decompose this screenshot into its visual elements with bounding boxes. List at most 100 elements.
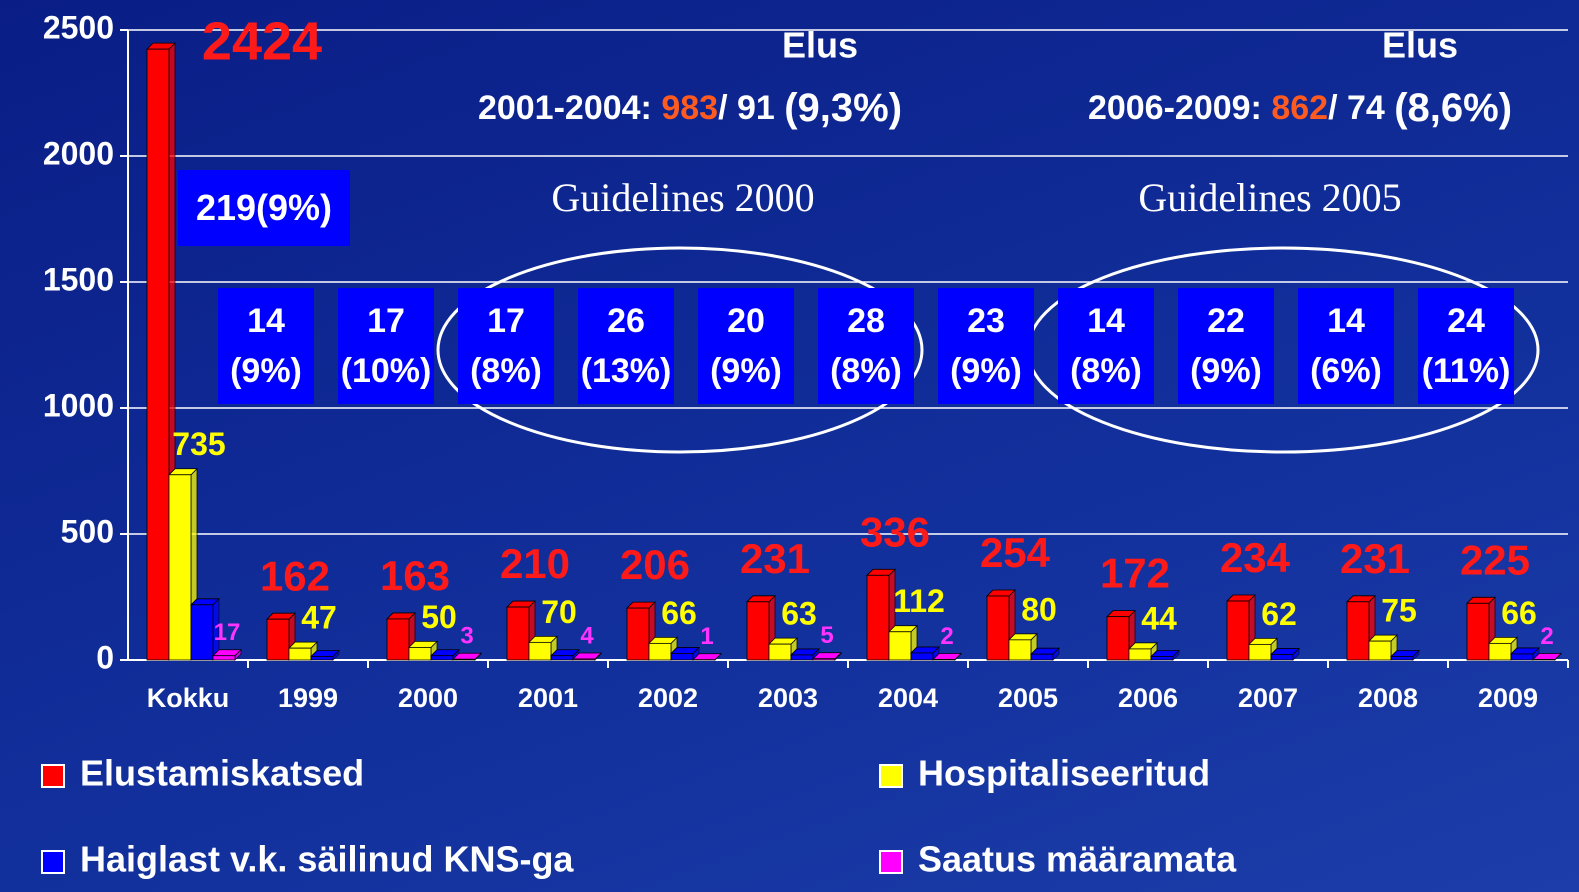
x-tick-label: 2007 (1238, 683, 1298, 713)
annotation-attempts: 862 (1271, 89, 1328, 127)
value-label: 225 (1460, 536, 1530, 583)
annotation-line: 2001-2004: 983/ 91 (9,3%) (478, 86, 902, 130)
bar (452, 658, 476, 661)
legend-label: Haiglast v.k. säilinud KNS-ga (80, 839, 574, 880)
y-tick-label: 2000 (43, 135, 114, 171)
legend-label: Hospitaliseeritud (918, 753, 1210, 794)
value-label: 231 (1340, 535, 1410, 582)
x-tick-label: 2003 (758, 683, 818, 713)
y-tick-label: 0 (96, 639, 114, 675)
x-tick-label: 2004 (878, 683, 938, 713)
bar (1030, 653, 1054, 661)
bar (1390, 656, 1414, 661)
bar (190, 604, 214, 661)
bar (506, 606, 530, 661)
value-label: 62 (1261, 596, 1297, 632)
value-label: 2 (940, 623, 953, 650)
bar (626, 607, 650, 661)
value-label-box: 24 (11%) (1418, 288, 1514, 404)
bar (168, 474, 192, 661)
value-label: 2 (1540, 623, 1553, 650)
value-label-box: 26 (13%) (578, 288, 674, 404)
legend-swatch (879, 850, 903, 874)
bar (648, 642, 672, 661)
value-label: 206 (620, 541, 690, 588)
y-tick-label: 1000 (43, 387, 114, 423)
bar (386, 618, 410, 661)
x-tick-label: 2009 (1478, 683, 1538, 713)
annotation-share: (9,3%) (784, 86, 902, 130)
value-label: 336 (860, 508, 930, 555)
bar (146, 48, 170, 661)
x-tick-label: 2000 (398, 683, 458, 713)
value-label-box: 20 (9%) (698, 288, 794, 404)
bar (1248, 643, 1272, 661)
guideline-label: Guidelines 2000 (551, 175, 814, 220)
value-label-box: 17 (8%) (458, 288, 554, 404)
value-label: 162 (260, 552, 330, 599)
bar (1368, 640, 1392, 661)
value-label-box: 23 (9%) (938, 288, 1034, 404)
value-label: 63 (781, 596, 817, 632)
value-label: 2424 (202, 11, 322, 71)
bar (1128, 648, 1152, 661)
bar (746, 601, 770, 661)
bar (1510, 653, 1534, 661)
value-label-box: 14 (8%) (1058, 288, 1154, 404)
value-label-box: 219(9%) (178, 170, 350, 246)
bar (1150, 656, 1174, 661)
value-label-box: 14 (9%) (218, 288, 314, 404)
x-tick-label: 2008 (1358, 683, 1418, 713)
y-tick-label: 1500 (43, 261, 114, 297)
value-label-box: 17 (10%) (338, 288, 434, 404)
value-label-box: 22 (9%) (1178, 288, 1274, 404)
value-label: 1 (700, 623, 713, 650)
value-label: 70 (541, 594, 577, 630)
value-label: 50 (421, 599, 457, 635)
value-label: 210 (500, 540, 570, 587)
value-label: 254 (980, 529, 1051, 576)
value-label: 735 (172, 426, 225, 462)
bar (1488, 642, 1512, 661)
bar (670, 653, 694, 661)
legend-swatch (879, 764, 903, 788)
value-label: 80 (1021, 591, 1057, 627)
value-label: 66 (1501, 595, 1537, 631)
bar (212, 655, 236, 661)
bar (266, 618, 290, 661)
annotation-share: (8,6%) (1394, 86, 1512, 130)
bar (288, 647, 312, 661)
x-tick-label: 1999 (278, 683, 338, 713)
x-tick-label: 2005 (998, 683, 1058, 713)
bar (310, 656, 334, 661)
bar (1008, 639, 1032, 661)
bar (1226, 600, 1250, 661)
bar (866, 574, 890, 661)
guideline-label: Guidelines 2005 (1138, 175, 1401, 220)
value-label: 75 (1381, 593, 1417, 629)
annotation-survivors: / 74 (1328, 89, 1394, 127)
bar (932, 659, 956, 661)
value-label-box: 28 (8%) (818, 288, 914, 404)
annotation-attempts: 983 (661, 89, 718, 127)
annotation-heading: Elus (782, 25, 858, 66)
value-label: 231 (740, 535, 810, 582)
value-label: 4 (580, 622, 594, 649)
value-label: 3 (460, 623, 473, 650)
bar (1270, 654, 1294, 661)
bar (812, 658, 836, 661)
value-label-box: 14 (6%) (1298, 288, 1394, 404)
annotation-survivors: / 91 (718, 89, 784, 127)
bar (430, 655, 454, 661)
bar (790, 654, 814, 661)
value-label: 66 (661, 595, 697, 631)
annotation-period: 2001-2004: (478, 89, 661, 127)
annotation-line: 2006-2009: 862/ 74 (8,6%) (1088, 86, 1512, 130)
y-tick-label: 500 (61, 513, 114, 549)
bar (1532, 659, 1556, 661)
value-label: 44 (1141, 600, 1177, 636)
legend-swatch (41, 764, 65, 788)
legend-label: Elustamiskatsed (80, 753, 364, 794)
legend-swatch (41, 850, 65, 874)
